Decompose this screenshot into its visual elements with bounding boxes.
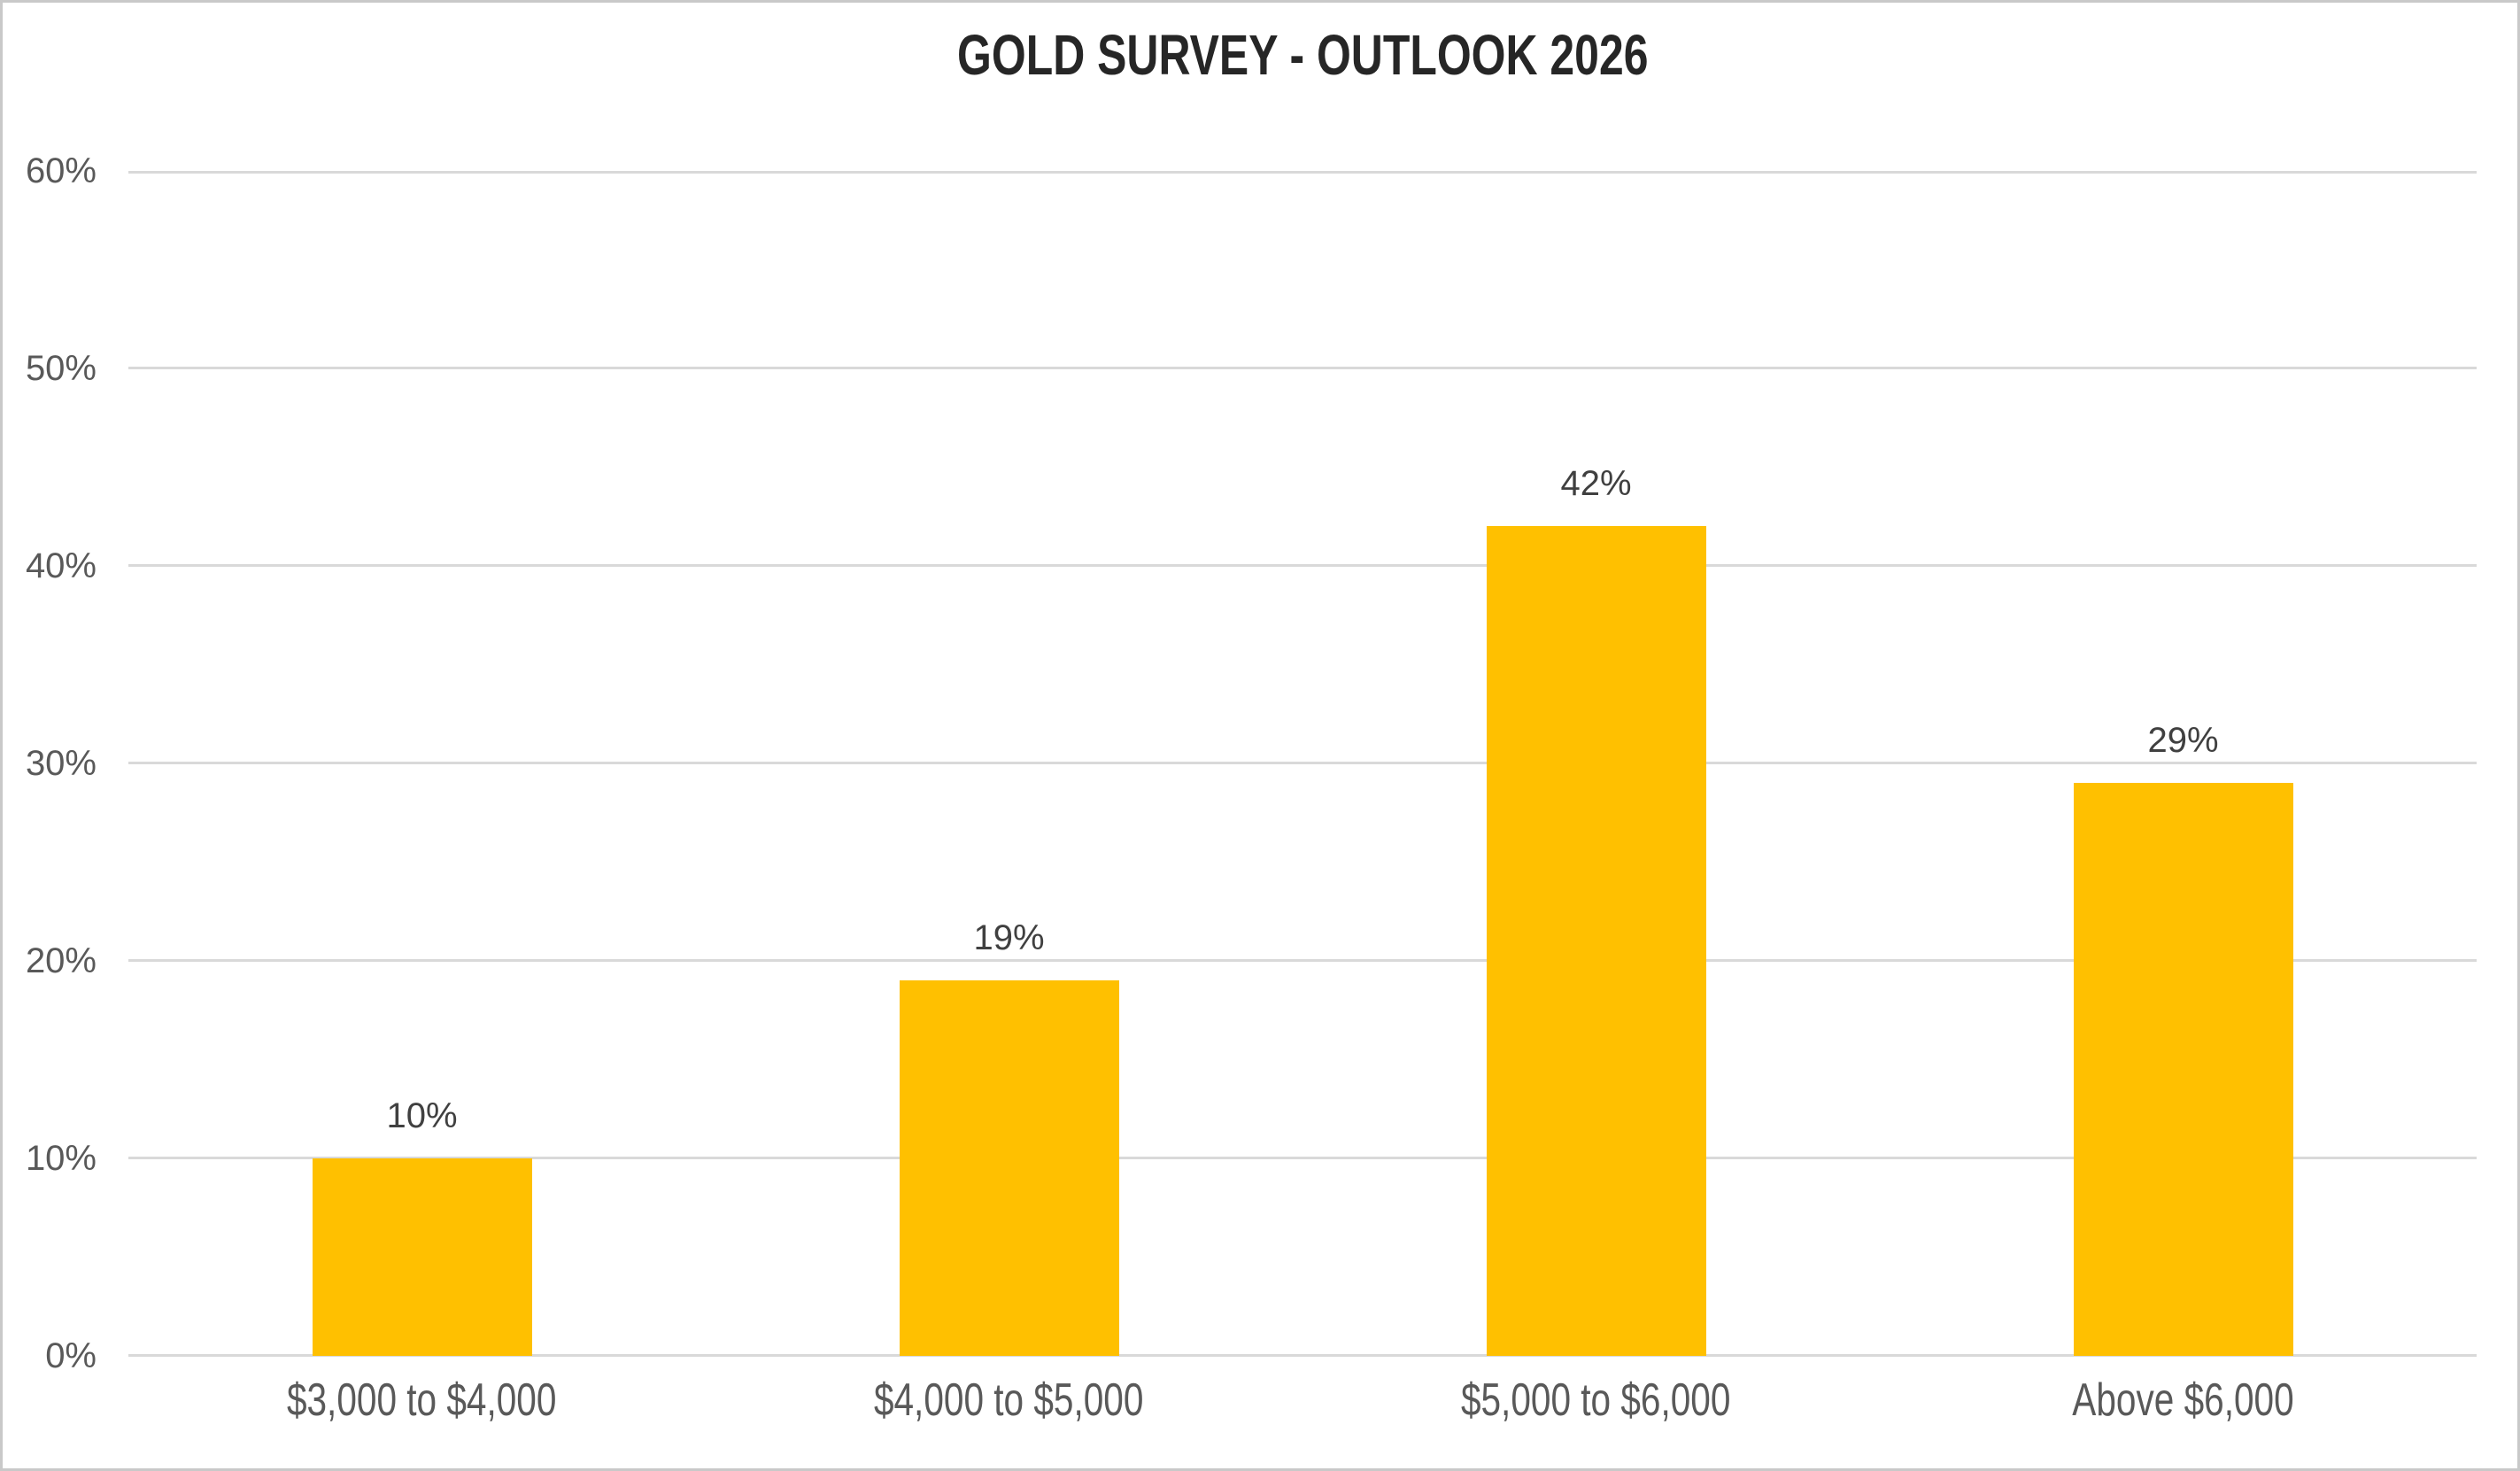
x-axis-category-label-text: $3,000 to $4,000 [287, 1374, 557, 1426]
bar-column: 19% [715, 171, 1303, 1356]
gridline-60 [128, 171, 2477, 174]
gridline-30 [128, 762, 2477, 764]
chart-title-text: GOLD SURVEY - OUTLOOK 2026 [956, 23, 1649, 87]
gridline-0 [128, 1354, 2477, 1357]
bar-data-label: 29% [2147, 721, 2219, 760]
x-axis-category-label: Above $6,000 [1890, 1374, 2477, 1427]
chart-title: GOLD SURVEY - OUTLOOK 2026 [128, 22, 2477, 88]
y-axis-tick-label: 50% [25, 349, 97, 388]
x-axis-category-label: $3,000 to $4,000 [128, 1374, 715, 1427]
x-axis-category-label-text: Above $6,000 [2072, 1374, 2294, 1426]
bar-2 [900, 980, 1119, 1356]
bar-4 [2074, 783, 2293, 1356]
gridline-10 [128, 1157, 2477, 1159]
x-axis-category-label-text: $5,000 to $6,000 [1461, 1374, 1731, 1426]
x-axis-category-label: $5,000 to $6,000 [1303, 1374, 1890, 1427]
bar-data-label: 10% [386, 1096, 458, 1135]
gridline-40 [128, 564, 2477, 567]
x-axis-category-label-text: $4,000 to $5,000 [874, 1374, 1144, 1426]
plot-area: 10% 19% 42% 29% [128, 171, 2477, 1357]
x-axis-category-label: $4,000 to $5,000 [715, 1374, 1303, 1427]
y-axis-tick-label: 60% [25, 151, 97, 190]
bar-column: 10% [128, 171, 715, 1356]
bar-column: 42% [1303, 171, 1890, 1356]
gridline-20 [128, 959, 2477, 962]
y-axis-tick-label: 10% [25, 1139, 97, 1178]
y-axis-tick-label: 0% [45, 1336, 97, 1375]
bar-column: 29% [1890, 171, 2477, 1356]
bar-1 [313, 1158, 532, 1356]
y-axis-tick-label: 30% [25, 744, 97, 783]
bar-3 [1487, 526, 1706, 1356]
bar-data-label: 19% [973, 918, 1045, 957]
y-axis-tick-label: 40% [25, 546, 97, 585]
bar-data-label: 42% [1560, 464, 1632, 503]
y-axis-tick-label: 20% [25, 941, 97, 980]
gridline-50 [128, 367, 2477, 369]
